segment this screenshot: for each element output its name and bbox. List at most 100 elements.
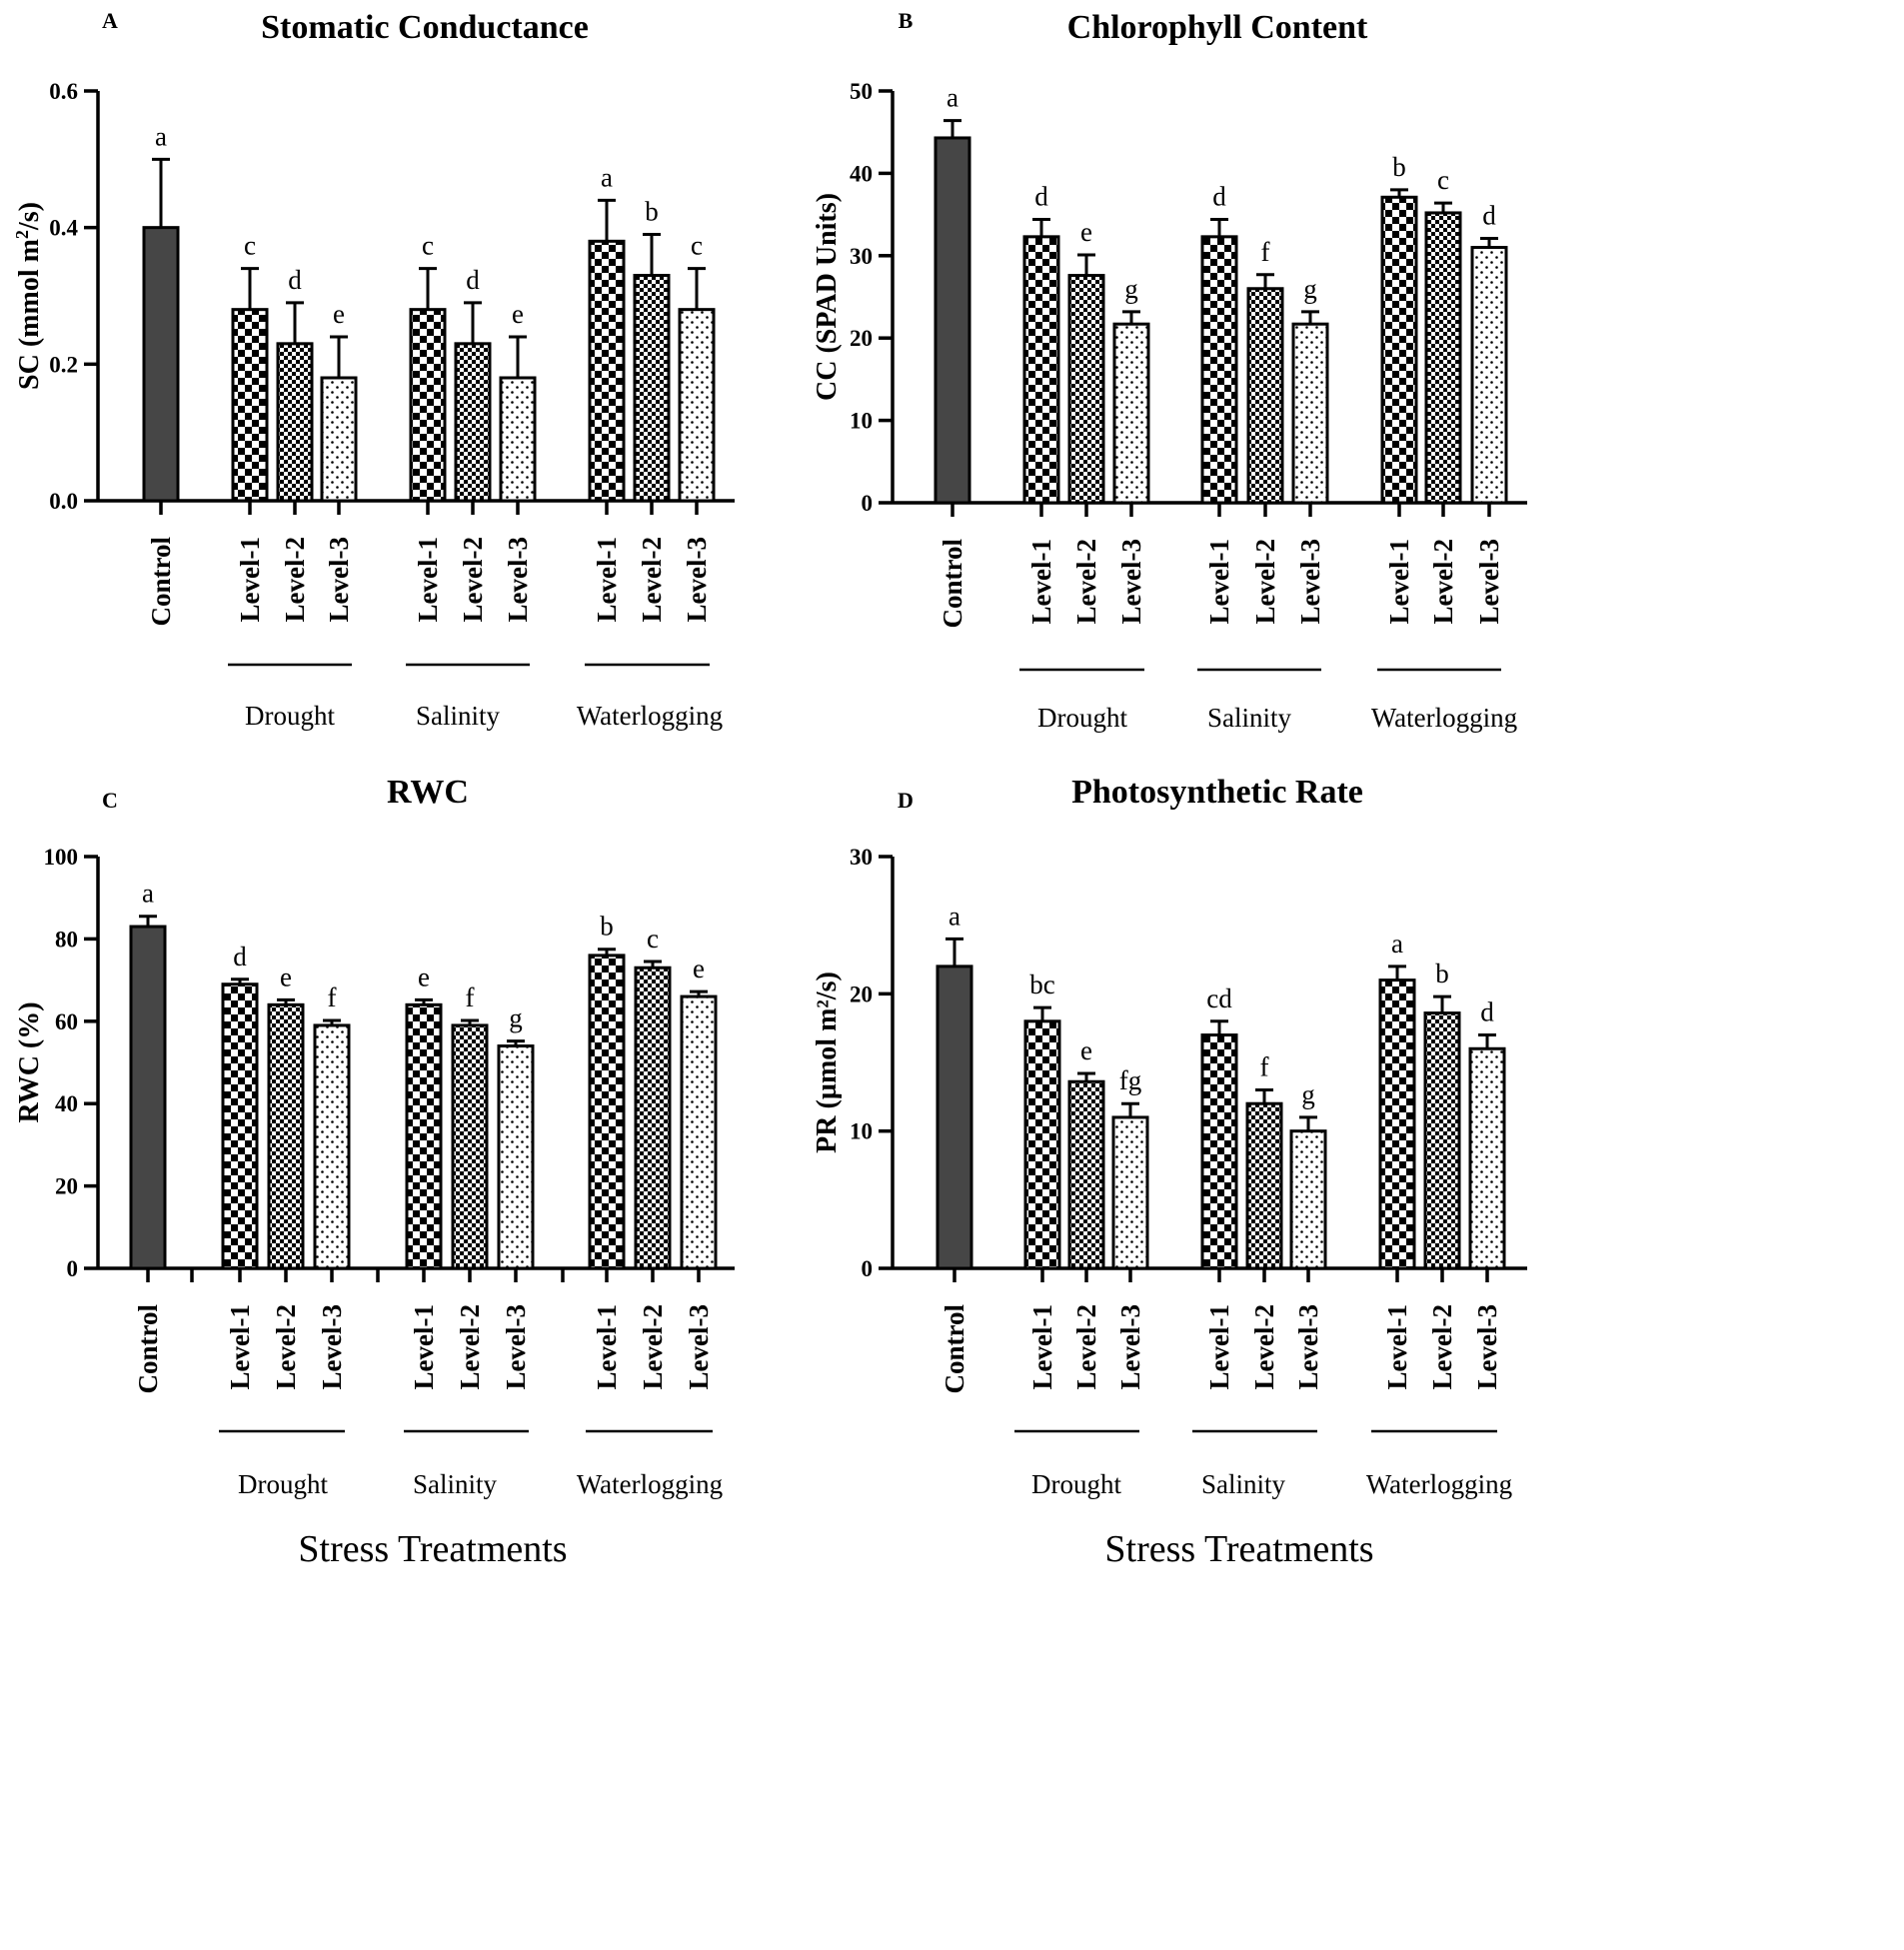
category-label: Level-1 — [235, 537, 265, 622]
bar — [409, 308, 447, 503]
category-label: Level-2 — [280, 537, 310, 622]
significance-letter: f — [1261, 237, 1270, 267]
significance-letter: b — [645, 197, 659, 227]
bar — [454, 342, 492, 503]
significance-letter: e — [1080, 217, 1092, 247]
category-label: Level-2 — [1427, 1304, 1457, 1389]
significance-letter: a — [601, 162, 613, 192]
bar — [588, 954, 626, 1270]
chart-title: Chlorophyll Content — [1067, 9, 1368, 46]
significance-letter: d — [1482, 200, 1496, 230]
bar — [320, 376, 358, 503]
category-label: Level-1 — [1027, 1304, 1057, 1389]
y-tick-label: 10 — [850, 409, 873, 434]
significance-letter: f — [1260, 1051, 1269, 1081]
category-label: Level-2 — [455, 1304, 485, 1389]
significance-letter: d — [466, 265, 480, 295]
panel-letter: B — [899, 8, 914, 33]
category-label: Control — [940, 1304, 969, 1394]
y-axis-label: PR (µmol m²/s) — [812, 972, 843, 1153]
bar — [1380, 195, 1418, 505]
category-label: Level-1 — [1204, 1304, 1234, 1389]
group-label: Salinity — [413, 1469, 498, 1499]
y-tick-label: 0 — [67, 1256, 79, 1281]
category-label: Level-1 — [413, 537, 443, 622]
y-axis-label-part: /s) — [14, 202, 45, 231]
category-label: Level-1 — [1382, 1304, 1412, 1389]
significance-letter: c — [422, 231, 434, 261]
category-label: Level-2 — [1071, 1304, 1101, 1389]
chart-panel-b: B Chlorophyll Content CC (SPAD Units) 0 10 20… — [812, 8, 1527, 733]
bar — [680, 994, 718, 1270]
bar — [221, 982, 259, 1270]
category-label: Level-3 — [1472, 1304, 1502, 1389]
bar — [499, 376, 537, 503]
y-tick-label: 10 — [850, 1119, 873, 1144]
chart-title: Photosynthetic Rate — [1071, 774, 1363, 811]
y-tick-label: 100 — [44, 845, 79, 870]
bar — [313, 1023, 351, 1270]
significance-letter: fg — [1119, 1065, 1142, 1095]
bar — [1022, 235, 1060, 505]
category-label: Control — [146, 537, 176, 627]
significance-letter: bc — [1029, 970, 1055, 999]
x-axis-title: Stress Treatments — [298, 1528, 567, 1565]
bar — [1023, 1019, 1061, 1270]
y-tick-label: 20 — [850, 326, 873, 351]
panel-letter: A — [102, 8, 118, 33]
bar — [1291, 322, 1329, 505]
significance-letter: cd — [1206, 983, 1232, 1013]
bar — [1067, 274, 1105, 505]
category-label: Level-3 — [1116, 539, 1146, 624]
significance-letter: g — [1303, 274, 1317, 304]
y-tick-label: 60 — [55, 1009, 78, 1034]
bar — [588, 239, 626, 503]
significance-letter: d — [288, 265, 302, 295]
bar — [1245, 1101, 1283, 1270]
category-label: Level-2 — [1250, 539, 1280, 624]
bar — [1067, 1079, 1105, 1270]
significance-letter: f — [328, 982, 337, 1012]
bar — [1378, 978, 1416, 1270]
significance-letter: a — [155, 121, 167, 151]
y-tick-label: 0 — [862, 1256, 874, 1281]
bar — [1200, 1033, 1238, 1270]
category-label: Level-1 — [592, 1304, 622, 1389]
y-tick-label: 30 — [850, 244, 873, 269]
group-label: Drought — [1031, 1469, 1121, 1499]
group-label: Drought — [1037, 703, 1127, 733]
panel-letter: C — [102, 788, 118, 813]
significance-letter: d — [1212, 182, 1226, 212]
significance-letter: c — [691, 231, 703, 261]
category-label: Level-3 — [1474, 539, 1504, 624]
bar — [1246, 287, 1284, 505]
significance-letter: g — [1124, 274, 1138, 304]
panel-letter: D — [898, 788, 914, 813]
category-label: Level-3 — [317, 1304, 347, 1389]
chart-title: RWC — [387, 774, 469, 811]
bar — [142, 226, 180, 503]
bar — [634, 966, 672, 1270]
category-label: Level-2 — [271, 1304, 301, 1389]
group-label: Drought — [245, 701, 335, 731]
significance-letter: b — [1392, 152, 1406, 182]
bar — [1112, 322, 1150, 505]
significance-letter: e — [418, 962, 430, 991]
significance-letter: f — [466, 982, 475, 1012]
category-label: Level-3 — [501, 1304, 531, 1389]
y-tick-label: 40 — [850, 161, 873, 186]
category-label: Level-2 — [458, 537, 488, 622]
category-label: Level-2 — [637, 537, 667, 622]
bar — [231, 308, 269, 503]
group-label: Salinity — [416, 701, 501, 731]
significance-letter: a — [947, 83, 958, 113]
category-label: Level-2 — [1428, 539, 1458, 624]
category-label: Level-3 — [503, 537, 533, 622]
bar — [1424, 211, 1462, 505]
chart-panel-c: C RWC RWC (%) 0 20 40 60 80 100 a Control d Level-1 e… — [14, 774, 735, 1565]
category-label: Level-3 — [1115, 1304, 1145, 1389]
significance-letter: b — [1435, 959, 1449, 988]
significance-letter: e — [333, 299, 345, 329]
significance-letter: g — [509, 1003, 523, 1033]
x-axis-title: Stress Treatments — [1104, 1528, 1373, 1565]
